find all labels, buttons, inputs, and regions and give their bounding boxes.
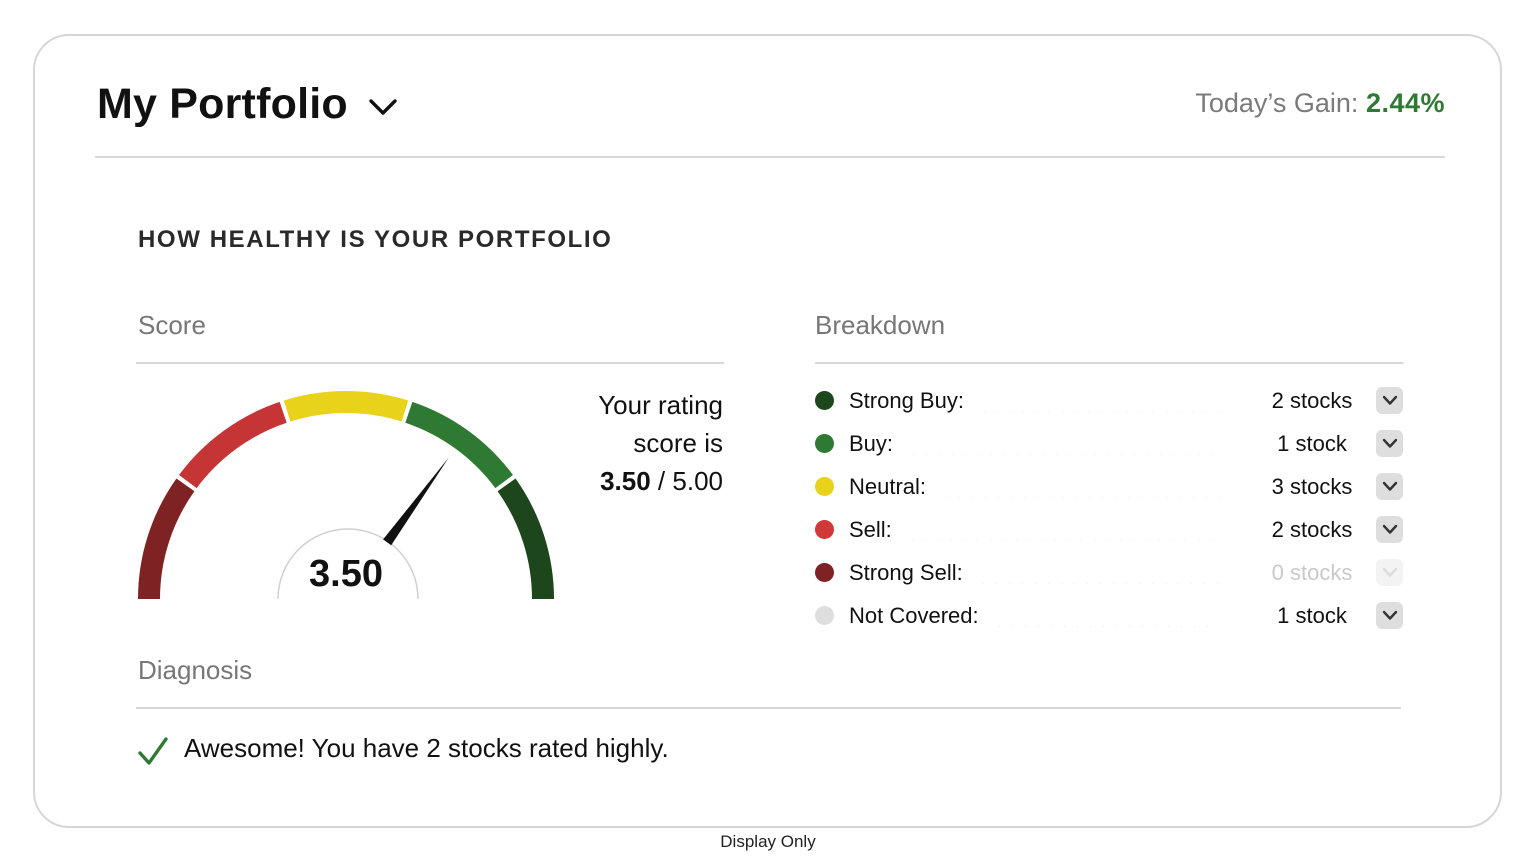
gauge-needle: [383, 457, 449, 546]
breakdown-divider: [815, 362, 1403, 364]
breakdown-row-count: 0 stocks: [1271, 559, 1353, 585]
chevron-down-icon: [1382, 610, 1397, 620]
breakdown-row: Strong Sell: 0 stocks: [815, 551, 1403, 594]
breakdown-label: Breakdown: [815, 310, 946, 340]
rating-value: 3.50: [600, 466, 651, 496]
display-only-note: Display Only: [720, 832, 816, 851]
breakdown-list: Strong Buy: 2 stocks Buy: 1 stock Neutral: 3 …: [815, 379, 1403, 637]
dotted-leader: [976, 561, 1220, 584]
breakdown-row: Buy: 1 stock: [815, 422, 1403, 465]
expand-row-button: [1376, 559, 1403, 586]
expand-row-button[interactable]: [1376, 516, 1403, 543]
dotted-leader: [940, 475, 1220, 498]
rating-dot: [815, 434, 834, 453]
breakdown-row-label: Sell:: [849, 516, 892, 542]
breakdown-row: Strong Buy: 2 stocks: [815, 379, 1403, 422]
breakdown-row-label: Not Covered:: [849, 602, 979, 628]
breakdown-row: Sell: 2 stocks: [815, 508, 1403, 551]
score-label: Score: [138, 310, 206, 340]
breakdown-row-count: 2 stocks: [1271, 516, 1353, 542]
chevron-down-icon: [1382, 524, 1397, 534]
expand-row-button[interactable]: [1376, 430, 1403, 457]
dotted-leader: [977, 389, 1220, 412]
diagnosis-message: Awesome! You have 2 stocks rated highly.: [184, 733, 669, 763]
rating-dot: [815, 563, 834, 582]
breakdown-row-count: 1 stock: [1277, 602, 1347, 628]
chevron-down-icon: [1382, 438, 1397, 448]
chevron-down-icon: [1382, 395, 1397, 405]
section-title: HOW HEALTHY IS YOUR PORTFOLIO: [138, 226, 613, 253]
page-title: My Portfolio: [97, 80, 348, 128]
rating-separator: /: [657, 466, 666, 496]
diagnosis-label: Diagnosis: [138, 655, 253, 685]
breakdown-row-count: 2 stocks: [1271, 387, 1353, 413]
rating-dot: [815, 391, 834, 410]
dotted-leader: [992, 604, 1220, 627]
rating-text: Your rating score is 3.50 / 5.00: [505, 386, 723, 500]
breakdown-row-label: Strong Sell:: [849, 559, 963, 585]
gauge-segment: [405, 401, 513, 489]
breakdown-row-label: Strong Buy:: [849, 387, 964, 413]
checkmark-icon: [138, 737, 168, 765]
breakdown-row-count: 3 stocks: [1271, 473, 1353, 499]
breakdown-row-count: 1 stock: [1277, 430, 1347, 456]
rating-max: 5.00: [672, 466, 723, 496]
breakdown-row: Neutral: 3 stocks: [815, 465, 1403, 508]
rating-dot: [815, 477, 834, 496]
expand-row-button[interactable]: [1376, 473, 1403, 500]
todays-gain-value: 2.44%: [1365, 88, 1445, 118]
breakdown-row-label: Neutral:: [849, 473, 927, 499]
chevron-down-icon: [369, 98, 397, 115]
gauge-segment: [283, 391, 409, 422]
breakdown-row-label: Buy:: [849, 430, 894, 456]
breakdown-row: Not Covered: 1 stock: [815, 594, 1403, 637]
rating-line-3: 3.50 / 5.00: [505, 462, 723, 500]
expand-row-button[interactable]: [1376, 602, 1403, 629]
portfolio-header: My Portfolio Today’s Gain: 2.44%: [95, 76, 1445, 158]
gauge-segment: [138, 478, 195, 599]
score-divider: [136, 362, 724, 364]
rating-dot: [815, 520, 834, 539]
chevron-down-icon: [1382, 567, 1397, 577]
chevron-down-icon: [1382, 481, 1397, 491]
gauge-hub: [277, 528, 419, 599]
todays-gain-label: Today’s Gain:: [1195, 88, 1359, 118]
rating-dot: [815, 606, 834, 625]
todays-gain: Today’s Gain: 2.44%: [1195, 88, 1445, 119]
dotted-leader: [907, 432, 1220, 455]
gauge-segment: [497, 478, 554, 599]
expand-row-button[interactable]: [1376, 387, 1403, 414]
gauge-segment: [179, 401, 287, 489]
rating-line-2: score is: [633, 428, 723, 458]
diagnosis-divider: [136, 707, 1401, 709]
score-gauge: 3.50: [138, 391, 554, 599]
dotted-leader: [905, 518, 1220, 541]
gauge-value: 3.50: [309, 553, 383, 595]
rating-line-1: Your rating: [598, 390, 723, 420]
portfolio-card: My Portfolio Today’s Gain: 2.44% HOW HEA…: [33, 34, 1502, 828]
portfolio-selector[interactable]: My Portfolio: [97, 80, 398, 129]
